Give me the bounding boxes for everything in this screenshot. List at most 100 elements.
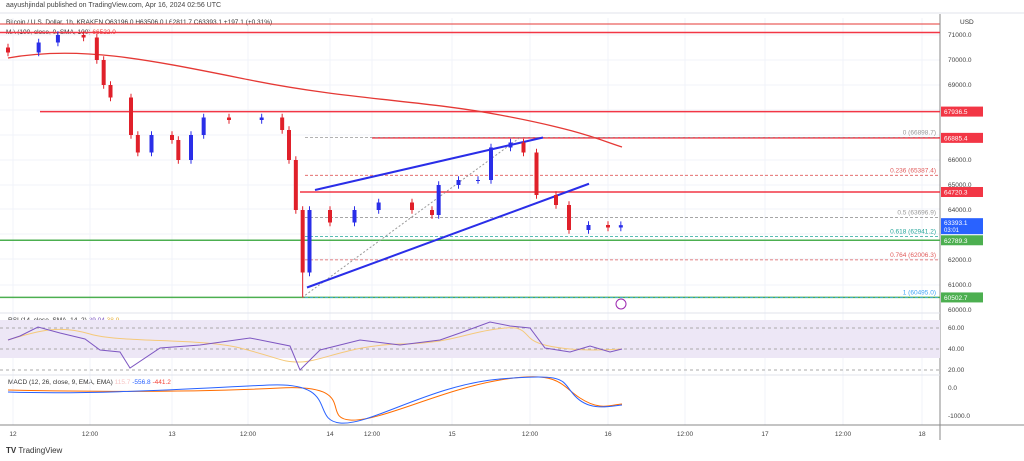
x-tick-label: 12:00	[240, 431, 257, 438]
candle-body	[170, 135, 174, 140]
event-icon	[615, 298, 627, 310]
candle-body	[55, 35, 60, 43]
candle-body	[259, 117, 264, 120]
candle-body	[129, 97, 133, 135]
price-label: 66885.4	[944, 135, 968, 142]
macd-legend: MACD (12, 26, close, 9, EMA, EMA) 115.7 …	[8, 379, 171, 386]
candle-body	[293, 160, 298, 210]
rsi-tick-label: 60.00	[948, 325, 965, 332]
price-label: 67936.5	[944, 109, 968, 116]
price-label: 62789.3	[944, 238, 968, 245]
channel-upper-line	[314, 136, 544, 191]
x-tick-label: 13	[168, 431, 176, 438]
channel-lower-line	[306, 182, 590, 289]
candle-body	[108, 85, 113, 98]
fib-level-label: 0.764 (62006.3)	[890, 252, 936, 259]
rsi-sma-line	[7, 327, 623, 363]
candle-body	[149, 135, 154, 153]
publisher-info: aayushjindal published on TradingView.co…	[6, 2, 222, 9]
macd-label: MACD (12, 26, close, 9, EMA, EMA)	[8, 379, 113, 386]
candle-body	[430, 210, 434, 215]
y-tick-label: 71000.0	[948, 32, 972, 39]
candle-body	[567, 205, 571, 230]
candle-body	[280, 117, 285, 130]
candle-body	[489, 147, 493, 180]
y-tick-label: 69000.0	[948, 82, 972, 89]
currency-label: USD	[960, 19, 974, 26]
candle-body	[6, 47, 10, 53]
fib-level-label: 1 (60495.0)	[903, 290, 936, 297]
symbol-title: Bitcoin / U.S. Dollar, 1h, KRAKEN	[6, 19, 104, 26]
price-label-bg	[941, 132, 983, 143]
x-tick-label: 16	[604, 431, 612, 438]
last-price-label: 63393.1	[944, 220, 968, 227]
macd-tick-label: -1000.0	[948, 413, 970, 420]
y-tick-label: 62000.0	[948, 257, 972, 264]
candle-body	[307, 210, 312, 273]
fib-level-label: 0.618 (62941.2)	[890, 228, 936, 235]
candle-body	[521, 142, 526, 153]
symbol-legend: Bitcoin / U.S. Dollar, 1h, KRAKEN O63196…	[6, 19, 272, 26]
x-tick-label: 18	[918, 431, 926, 438]
candle-body	[606, 225, 610, 228]
x-tick-label: 12	[9, 431, 17, 438]
candle-body	[456, 180, 461, 185]
candle-body	[176, 140, 181, 160]
fib-level-label: 0.5 (63696.9)	[897, 210, 936, 217]
candle-body	[476, 180, 480, 181]
candle-body	[101, 60, 106, 85]
candle-body	[352, 210, 357, 223]
x-tick-label: 12:00	[522, 431, 539, 438]
tradingview-logo[interactable]: TV TradingView	[6, 446, 63, 455]
candle-body	[94, 37, 99, 60]
price-label-bg	[941, 106, 983, 117]
candle-body	[586, 225, 591, 230]
price-label-bg	[941, 292, 983, 303]
candle-body	[300, 210, 305, 273]
x-tick-label: 14	[326, 431, 334, 438]
x-tick-label: 12:00	[364, 431, 381, 438]
macd-value: -556.8	[132, 379, 151, 386]
candle-body	[554, 195, 558, 205]
price-label: 64720.3	[944, 189, 968, 196]
rsi-band	[0, 320, 940, 358]
candle-body	[36, 42, 41, 53]
y-tick-label: 64000.0	[948, 207, 972, 214]
macd-line	[7, 376, 623, 424]
y-tick-label: 70000.0	[948, 57, 972, 64]
rsi-line	[7, 321, 623, 371]
candle-body	[376, 202, 381, 210]
candle-body	[189, 135, 193, 160]
rsi-tick-label: 40.00	[948, 346, 965, 353]
fib-level-label: 0.236 (65387.4)	[890, 167, 936, 174]
candle-body	[135, 135, 140, 153]
x-tick-label: 12:00	[677, 431, 694, 438]
candle-body	[328, 210, 332, 223]
candle-body	[508, 142, 513, 148]
ohlc-values: O63196.0 H63506.0 L62811.7 C63393.1 +197…	[105, 19, 273, 26]
candle-body	[534, 152, 539, 195]
x-tick-label: 17	[761, 431, 769, 438]
price-label-bg	[941, 186, 983, 197]
candle-body	[81, 35, 86, 38]
x-tick-label: 15	[448, 431, 456, 438]
candle-body	[287, 130, 291, 160]
macd-hist-value: 115.7	[114, 379, 131, 386]
x-tick-label: 12:00	[82, 431, 99, 438]
y-tick-label: 65000.0	[948, 182, 972, 189]
ma-line	[7, 52, 623, 148]
y-tick-label: 66000.0	[948, 157, 972, 164]
candle-body	[436, 185, 441, 215]
candle-body	[410, 202, 414, 210]
countdown-label: 03:01	[944, 228, 960, 234]
logo-text: TradingView	[18, 446, 63, 455]
candle-body	[201, 117, 206, 135]
last-price-bg	[941, 218, 983, 235]
candle-body	[227, 117, 231, 120]
price-label-bg	[941, 235, 983, 246]
y-tick-label: 60000.0	[948, 307, 972, 314]
x-tick-label: 12:00	[835, 431, 852, 438]
y-tick-label: 61000.0	[948, 282, 972, 289]
rsi-tick-label: 20.00	[948, 367, 965, 374]
